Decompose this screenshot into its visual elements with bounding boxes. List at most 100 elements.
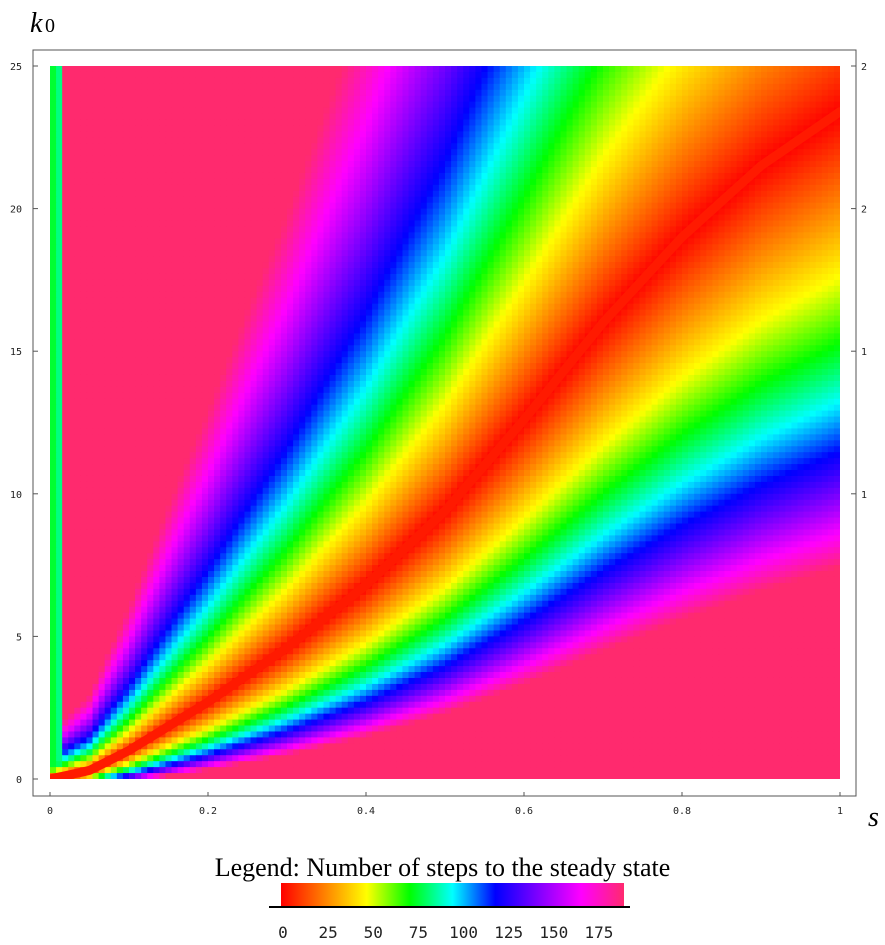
- heatmap-cell: [487, 89, 495, 97]
- heatmap-cell: [621, 178, 628, 186]
- heatmap-cell: [736, 101, 744, 109]
- heatmap-cell: [791, 66, 799, 73]
- heatmap-cell: [815, 83, 823, 91]
- heatmap-cell: [639, 172, 647, 180]
- heatmap-cell: [220, 161, 227, 168]
- heatmap-cell: [827, 178, 835, 186]
- heatmap-cell: [226, 256, 233, 263]
- heatmap-cell: [742, 107, 750, 115]
- heatmap-cell: [821, 226, 829, 233]
- heatmap-cell: [50, 155, 57, 162]
- heatmap-cell: [469, 149, 476, 156]
- heatmap-cell: [803, 89, 811, 97]
- heatmap-cell: [141, 143, 148, 150]
- heatmap-cell: [177, 137, 185, 144]
- heatmap-cell: [767, 107, 774, 115]
- heatmap-cell: [341, 95, 349, 103]
- heatmap-cell: [651, 161, 659, 168]
- heatmap-cell: [451, 268, 458, 275]
- heatmap-cell: [609, 149, 616, 156]
- heatmap-cell: [815, 95, 823, 103]
- heatmap-cell: [116, 71, 124, 79]
- heatmap-cell: [104, 167, 112, 174]
- heatmap-cell: [135, 95, 142, 103]
- heatmap-cell: [706, 196, 713, 204]
- heatmap-cell: [609, 137, 616, 144]
- heatmap-cell: [572, 161, 580, 168]
- heatmap-cell: [445, 143, 452, 150]
- heatmap-cell: [785, 95, 792, 103]
- heatmap-cell: [432, 131, 440, 138]
- heatmap-cell: [761, 131, 768, 138]
- heatmap-cell: [754, 83, 762, 91]
- heatmap-cell: [511, 119, 519, 127]
- heatmap-cell: [833, 232, 840, 239]
- heatmap-cell: [408, 202, 416, 210]
- heatmap-cell: [402, 131, 410, 138]
- heatmap-cell: [238, 184, 246, 192]
- heatmap-cell: [627, 184, 634, 192]
- heatmap-cell: [596, 244, 604, 251]
- heatmap-cell: [603, 220, 610, 228]
- heatmap-cell: [244, 279, 252, 287]
- heatmap-cell: [165, 143, 173, 150]
- heatmap-cell: [92, 232, 100, 239]
- heatmap-cell: [402, 101, 410, 109]
- heatmap-cell: [542, 167, 549, 174]
- heatmap-cell: [524, 220, 531, 228]
- heatmap-cell: [694, 101, 701, 109]
- heatmap-cell: [62, 95, 69, 103]
- heatmap-cell: [645, 202, 653, 210]
- heatmap-cell: [815, 143, 823, 150]
- heatmap-cell: [62, 89, 69, 97]
- heatmap-cell: [596, 220, 604, 228]
- heatmap-cell: [329, 238, 337, 245]
- heatmap-cell: [110, 101, 118, 109]
- heatmap-cell: [208, 256, 215, 263]
- heatmap-cell: [603, 83, 610, 91]
- heatmap-cell: [463, 226, 470, 233]
- heatmap-cell: [159, 232, 167, 239]
- heatmap-cell: [280, 143, 288, 150]
- heatmap-cell: [797, 125, 805, 132]
- heatmap-cell: [457, 149, 464, 156]
- heatmap-cell: [767, 184, 774, 192]
- heatmap-cell: [524, 71, 531, 79]
- heatmap-cell: [147, 149, 154, 156]
- heatmap-cell: [463, 220, 470, 228]
- heatmap-cell: [767, 125, 774, 132]
- heatmap-cell: [560, 178, 568, 186]
- heatmap-cell: [554, 256, 562, 263]
- heatmap-cell: [408, 101, 416, 109]
- heatmap-cell: [153, 202, 160, 210]
- heatmap-cell: [335, 161, 343, 168]
- heatmap-cell: [372, 285, 379, 293]
- heatmap-cell: [323, 83, 331, 91]
- heatmap-cell: [86, 285, 94, 293]
- heatmap-cell: [74, 178, 81, 186]
- heatmap-cell: [590, 155, 598, 162]
- heatmap-cell: [694, 83, 701, 91]
- heatmap-cell: [244, 77, 252, 85]
- heatmap-cell: [590, 196, 598, 204]
- heatmap-cell: [724, 184, 732, 192]
- heatmap-cell: [353, 256, 361, 263]
- heatmap-cell: [481, 83, 489, 91]
- heatmap-cell: [250, 95, 258, 103]
- heatmap-cell: [135, 196, 142, 204]
- heatmap-cell: [165, 89, 173, 97]
- heatmap-cell: [426, 202, 434, 210]
- heatmap-cell: [256, 256, 264, 263]
- heatmap-cell: [530, 71, 537, 79]
- heatmap-cell: [311, 149, 318, 156]
- heatmap-cell: [414, 256, 422, 263]
- heatmap-cell: [244, 250, 252, 257]
- heatmap-cell: [706, 131, 713, 138]
- heatmap-cell: [214, 285, 221, 293]
- heatmap-cell: [68, 107, 75, 115]
- heatmap-cell: [92, 119, 100, 127]
- heatmap-cell: [171, 149, 179, 156]
- heatmap-cell: [256, 196, 264, 204]
- heatmap-cell: [104, 273, 112, 281]
- heatmap-cell: [688, 279, 695, 287]
